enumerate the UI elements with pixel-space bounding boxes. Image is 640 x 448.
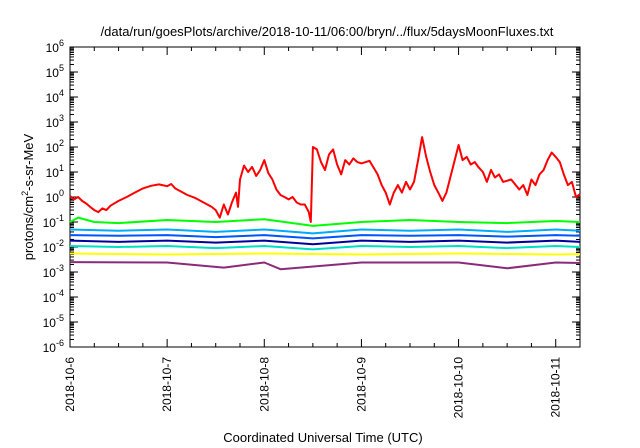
y-tick-base: 10 xyxy=(43,266,57,280)
x-tick-label: 2018-10-10 xyxy=(452,357,466,419)
y-tick-exponent: 1 xyxy=(59,163,64,173)
y-tick-exponent: -2 xyxy=(56,238,64,248)
y-tick-exponent: -6 xyxy=(56,338,64,348)
y-tick-label: 10-3 xyxy=(43,263,64,280)
y-tick-base: 10 xyxy=(46,166,60,180)
x-tick-label: 2018-10-8 xyxy=(257,357,271,412)
y-tick-label: 102 xyxy=(46,138,64,155)
x-tick-label: 2018-10-7 xyxy=(160,357,174,412)
x-tick-label: 2018-10-6 xyxy=(63,357,77,412)
chart-title: /data/run/goesPlots/archive/2018-10-11/0… xyxy=(101,24,554,39)
y-tick-base: 10 xyxy=(46,41,60,55)
series-line-5 xyxy=(69,239,581,246)
y-tick-label: 104 xyxy=(46,88,64,105)
series-line-1 xyxy=(69,136,581,223)
y-tick-base: 10 xyxy=(46,191,60,205)
y-tick-exponent: 4 xyxy=(59,88,64,98)
y-axis-label-part: protons/cm xyxy=(21,196,36,260)
series-line-7 xyxy=(69,252,581,256)
y-tick-base: 10 xyxy=(46,116,60,130)
y-tick-exponent: 0 xyxy=(59,188,64,198)
plot-border xyxy=(69,46,581,348)
y-tick-base: 10 xyxy=(43,216,57,230)
y-tick-exponent: -3 xyxy=(56,263,64,273)
y-tick-exponent: -1 xyxy=(56,213,64,223)
y-tick-base: 10 xyxy=(43,291,57,305)
y-tick-base: 10 xyxy=(46,66,60,80)
x-tick-label: 2018-10-9 xyxy=(354,357,368,412)
y-axis: 10-610-510-410-310-210-11001011021031041… xyxy=(43,38,580,355)
y-axis-label: protons/cm2-s-sr-MeV xyxy=(20,133,36,260)
series-line-2 xyxy=(69,216,581,227)
y-tick-exponent: 2 xyxy=(59,138,64,148)
y-tick-label: 106 xyxy=(46,38,64,55)
y-tick-label: 10-6 xyxy=(43,338,64,355)
y-tick-label: 100 xyxy=(46,188,64,205)
y-tick-label: 10-1 xyxy=(43,213,64,230)
y-tick-label: 101 xyxy=(46,163,64,180)
y-tick-exponent: 5 xyxy=(59,63,64,73)
y-tick-label: 10-2 xyxy=(43,238,64,255)
series-layer xyxy=(69,136,581,271)
y-tick-base: 10 xyxy=(46,141,60,155)
y-axis-label-part: -s-sr-MeV xyxy=(21,133,36,190)
y-tick-label: 10-5 xyxy=(43,313,64,330)
y-tick-base: 10 xyxy=(43,341,57,355)
series-line-3 xyxy=(69,228,581,235)
series-line-8 xyxy=(69,261,581,271)
y-tick-label: 10-4 xyxy=(43,288,64,305)
y-tick-exponent: -5 xyxy=(56,313,64,323)
plot-area xyxy=(69,46,581,348)
y-tick-exponent: 6 xyxy=(59,38,64,48)
x-axis: 2018-10-6 2018-10-7 2018-10-8 2018-10-9 2018… xyxy=(63,47,563,418)
y-tick-label: 103 xyxy=(46,113,64,130)
y-axis-label-superscript: 2 xyxy=(20,191,30,196)
y-tick-base: 10 xyxy=(43,241,57,255)
y-tick-exponent: 3 xyxy=(59,113,64,123)
y-tick-exponent: -4 xyxy=(56,288,64,298)
series-line-6 xyxy=(69,245,581,251)
y-tick-base: 10 xyxy=(43,316,57,330)
series-line-4 xyxy=(69,234,581,240)
x-axis-label: Coordinated Universal Time (UTC) xyxy=(223,430,422,445)
x-tick-label: 2018-10-11 xyxy=(549,357,563,418)
y-tick-label: 105 xyxy=(46,63,64,80)
y-tick-base: 10 xyxy=(46,91,60,105)
